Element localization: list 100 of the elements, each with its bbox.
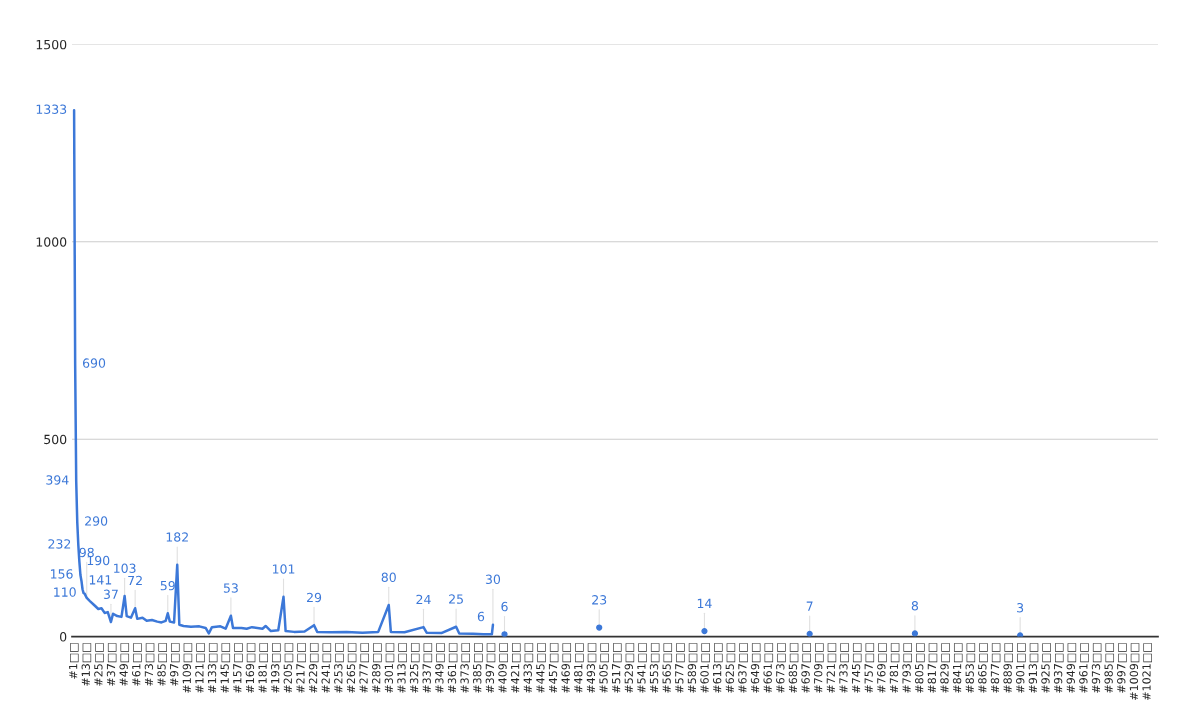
x-tick-label: #793□□ <box>902 643 912 693</box>
x-tick-label: #277□□ <box>359 643 369 693</box>
x-tick-label: #373□□ <box>460 643 470 693</box>
x-tick-label: #769□□ <box>877 643 887 693</box>
x-tick-label: #421□□ <box>510 643 521 693</box>
x-tick-label: #505□□ <box>599 643 609 693</box>
x-tick-label: #73□□ <box>144 643 155 686</box>
x-tick-label: #109□□ <box>182 643 193 693</box>
x-tick-label: #61□□ <box>132 643 142 686</box>
x-tick-label: #781□□ <box>889 643 900 693</box>
x-tick-label: #577□□ <box>675 643 685 693</box>
x-tick-label: #817□□ <box>927 643 938 693</box>
x-tick-label: #241□□ <box>321 643 332 693</box>
x-tick-label: #745□□ <box>852 643 862 693</box>
data-label: 110 <box>54 587 76 597</box>
x-tick-label: #829□□ <box>940 643 950 693</box>
x-tick-label: #133□□ <box>207 643 218 693</box>
x-tick-label: #889□□ <box>1003 643 1013 693</box>
x-tick-label: #541□□ <box>637 643 647 693</box>
x-tick-label: #121□□ <box>195 643 205 693</box>
x-tick-label: #253□□ <box>334 643 344 693</box>
x-tick-label: #733□□ <box>839 643 849 693</box>
data-label: 53 <box>223 583 238 593</box>
y-tick-label: 0 <box>60 632 67 642</box>
data-label: 141 <box>89 575 112 585</box>
x-tick-label: #721□□ <box>826 643 837 693</box>
x-tick-label: #649□□ <box>750 643 761 693</box>
x-tick-label: #181□□ <box>258 643 268 693</box>
x-tick-label: #865□□ <box>978 643 988 693</box>
x-tick-label: #697□□ <box>801 643 811 693</box>
x-tick-label: #469□□ <box>561 643 572 693</box>
data-label: 6 <box>477 611 485 622</box>
data-label: 25 <box>449 594 463 604</box>
x-tick-label: #1021□□ <box>1142 643 1152 700</box>
data-label: 14 <box>697 598 712 608</box>
x-tick-label: #901□□ <box>1016 643 1026 693</box>
data-label: 7 <box>806 601 813 611</box>
y-tick-label: 500 <box>44 434 67 445</box>
data-label: 101 <box>272 564 295 574</box>
x-tick-label: #1009□□ <box>1129 643 1140 700</box>
x-tick-label: #409□□ <box>498 643 508 693</box>
data-label: 30 <box>485 574 501 585</box>
x-tick-label: #445□□ <box>536 643 546 693</box>
x-tick-label: #601□□ <box>700 643 710 693</box>
x-tick-label: #853□□ <box>965 643 976 693</box>
x-tick-label: #37□□ <box>106 643 117 686</box>
x-tick-label: #937□□ <box>1053 643 1064 693</box>
x-tick-label: #385□□ <box>473 643 483 693</box>
x-tick-label: #205□□ <box>283 643 294 693</box>
x-tick-label: #349□□ <box>435 643 445 693</box>
x-tick-label: #661□□ <box>763 643 774 693</box>
x-tick-label: #481□□ <box>574 643 584 693</box>
y-tick-label: 1000 <box>36 237 67 247</box>
x-tick-label: #457□□ <box>548 643 559 693</box>
x-tick-label: #85□□ <box>157 643 167 686</box>
data-label: 72 <box>128 575 142 586</box>
x-tick-label: #949□□ <box>1066 643 1077 693</box>
x-tick-label: #361□□ <box>447 643 458 693</box>
x-tick-label: #877□□ <box>990 643 1001 693</box>
x-tick-label: #973□□ <box>1091 643 1102 693</box>
x-tick-label: #985□□ <box>1104 643 1115 693</box>
x-tick-label: #289□□ <box>371 643 382 693</box>
data-label: 24 <box>416 594 431 604</box>
x-tick-label: #193□□ <box>270 643 281 693</box>
x-tick-label: #325□□ <box>409 643 420 693</box>
data-label: 156 <box>50 569 73 579</box>
data-label: 690 <box>82 358 106 368</box>
x-tick-label: #613□□ <box>712 643 723 693</box>
x-tick-label: #97□□ <box>169 643 180 686</box>
x-tick-label: #529□□ <box>624 643 635 693</box>
data-label: 6 <box>501 601 508 612</box>
x-tick-label: #397□□ <box>485 643 496 693</box>
data-label: 23 <box>592 595 607 605</box>
x-tick-label: #301□□ <box>384 643 395 693</box>
x-tick-label: #13□□ <box>81 643 92 686</box>
data-label: 3 <box>1017 603 1024 613</box>
x-tick-label: #805□□ <box>914 643 925 693</box>
x-tick-label: #709□□ <box>813 643 824 693</box>
x-tick-label: #145□□ <box>220 643 231 693</box>
x-tick-label: #1□□ <box>69 643 79 679</box>
data-label: 232 <box>48 539 71 549</box>
x-tick-label: #925□□ <box>1041 643 1051 693</box>
y-tick-label: 1500 <box>36 39 67 50</box>
x-tick-label: #517□□ <box>612 643 622 693</box>
x-tick-label: #553□□ <box>649 643 660 693</box>
data-label: 8 <box>911 601 919 611</box>
data-label: 394 <box>46 475 69 485</box>
data-label: 103 <box>114 563 136 573</box>
x-tick-label: #589□□ <box>687 643 698 693</box>
data-label: 290 <box>85 516 108 526</box>
x-tick-label: #169□□ <box>245 643 256 693</box>
x-tick-label: #25□□ <box>94 643 104 686</box>
data-label: 80 <box>381 572 396 583</box>
x-tick-label: #337□□ <box>422 643 433 693</box>
data-label: 182 <box>166 532 188 542</box>
data-label: 59 <box>160 580 175 591</box>
x-tick-label: #217□□ <box>296 643 306 693</box>
x-tick-label: #157□□ <box>233 643 243 693</box>
data-label: 37 <box>103 589 118 600</box>
x-tick-label: #49□□ <box>119 643 130 686</box>
